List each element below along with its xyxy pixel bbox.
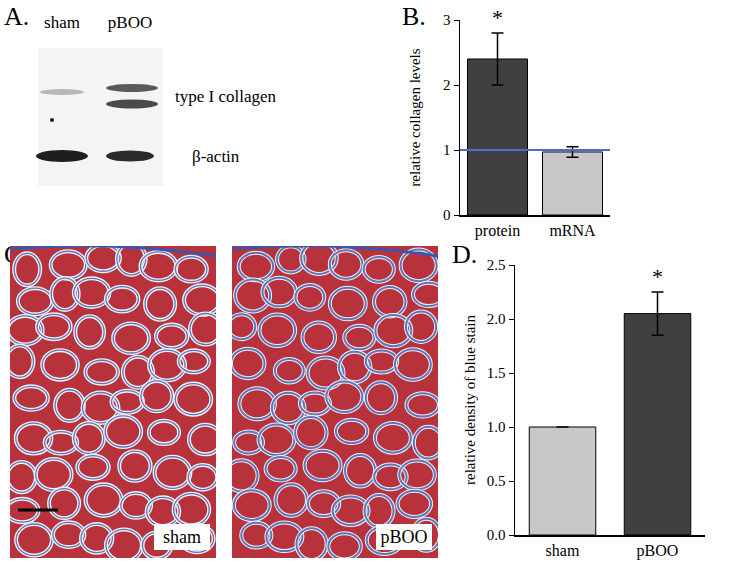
svg-text:β-actin: β-actin: [192, 147, 240, 166]
svg-text:pBOO: pBOO: [637, 542, 679, 560]
svg-text:mRNA: mRNA: [549, 222, 596, 239]
html-text:A.: A.: [4, 2, 30, 31]
svg-text:1.5: 1.5: [487, 365, 506, 381]
svg-text:sham: sham: [44, 13, 80, 32]
svg-text:0: 0: [443, 207, 451, 223]
svg-text:*: *: [652, 264, 663, 289]
svg-text:sham: sham: [163, 527, 201, 547]
svg-text:pBOO: pBOO: [108, 13, 152, 32]
html-text:D.: D.: [452, 240, 478, 269]
svg-text:3: 3: [443, 12, 451, 28]
svg-text:1.0: 1.0: [487, 419, 506, 435]
svg-text:0.5: 0.5: [487, 473, 506, 489]
svg-text:2.0: 2.0: [487, 311, 506, 327]
svg-text:0.0: 0.0: [487, 527, 506, 543]
svg-text:relative collagen levels: relative collagen levels: [407, 48, 423, 186]
html-text:B.: B.: [402, 2, 426, 31]
svg-text:2: 2: [443, 77, 451, 93]
svg-text:2.5: 2.5: [487, 257, 506, 273]
svg-text:sham: sham: [546, 542, 580, 559]
svg-text:1: 1: [443, 142, 451, 158]
html-text:C.: C.: [4, 240, 28, 269]
svg-text:protein: protein: [475, 222, 520, 240]
svg-text:*: *: [492, 5, 503, 30]
svg-text:type I collagen: type I collagen: [175, 87, 277, 106]
svg-text:pBOO: pBOO: [380, 527, 427, 547]
svg-text:relative density of blue stain: relative density of blue stain: [462, 315, 478, 485]
